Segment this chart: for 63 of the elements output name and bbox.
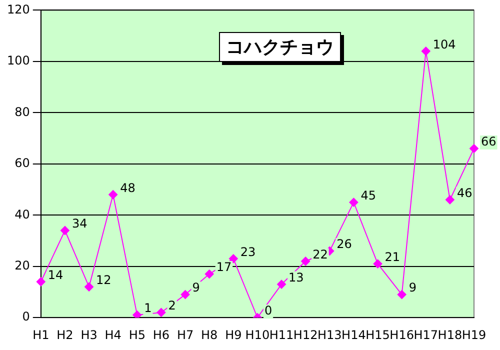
data-label: 46 xyxy=(456,186,472,200)
point xyxy=(349,198,358,207)
x-tick-label: H5 xyxy=(128,328,146,342)
x-tick-label: H4 xyxy=(104,328,122,342)
point xyxy=(470,144,478,154)
data-label: 22 xyxy=(312,247,328,262)
point xyxy=(132,310,142,318)
x-tick-label: H15 xyxy=(366,328,390,342)
point xyxy=(301,256,310,266)
data-label: 23 xyxy=(240,244,256,259)
x-tick-label: H3 xyxy=(80,328,98,342)
data-label: 48 xyxy=(120,180,136,195)
point xyxy=(60,226,70,236)
point xyxy=(156,308,166,317)
y-tick-label: 80 xyxy=(14,104,30,119)
point xyxy=(373,259,382,268)
point xyxy=(228,254,238,264)
point xyxy=(204,270,214,279)
x-tick-label: H6 xyxy=(152,328,170,342)
data-label: 34 xyxy=(72,216,88,231)
y-tick-label: 100 xyxy=(7,54,30,68)
x-tick-label: H2 xyxy=(56,328,74,342)
data-label: 12 xyxy=(96,272,112,287)
y-tick-label: 0 xyxy=(22,310,30,324)
x-tick-label: H13 xyxy=(317,328,342,342)
data-label: 21 xyxy=(384,250,400,264)
x-tick-label: H19 xyxy=(462,328,486,342)
x-tick-label: H12 xyxy=(293,328,318,342)
x-tick-label: H16 xyxy=(390,328,414,342)
y-tick-label: 20 xyxy=(14,258,30,272)
text: コハクチョウ xyxy=(219,32,341,62)
x-tick-label: H7 xyxy=(176,328,194,342)
point xyxy=(421,46,430,56)
data-label: 104 xyxy=(432,37,456,52)
point xyxy=(84,282,94,292)
data-label: 66 xyxy=(481,134,496,149)
x-tick-label: H8 xyxy=(200,328,218,342)
y-tick-label: 40 xyxy=(14,207,30,222)
data-label: 45 xyxy=(360,188,376,202)
y-tick-label: 120 xyxy=(7,2,30,16)
x-tick-label: H10 xyxy=(245,328,270,342)
data-label: 9 xyxy=(192,280,200,295)
x-tick-label: H11 xyxy=(269,328,294,342)
point xyxy=(277,280,286,289)
data-label: 1 xyxy=(144,301,152,316)
data-label: 26 xyxy=(336,237,352,252)
x-tick-label: H14 xyxy=(342,328,366,342)
y-tick-label: 60 xyxy=(14,156,30,170)
data-label: 0 xyxy=(264,304,272,318)
x-tick-label: H9 xyxy=(225,328,242,342)
x-tick-label: H17 xyxy=(414,328,438,342)
data-label: 2 xyxy=(168,298,176,313)
data-label: 9 xyxy=(408,280,416,295)
data-label: 17 xyxy=(216,260,232,274)
data-label: 14 xyxy=(48,268,64,282)
point xyxy=(180,290,190,300)
point xyxy=(108,190,118,200)
x-tick-label: H1 xyxy=(32,328,50,342)
point xyxy=(445,195,454,204)
data-label: 13 xyxy=(288,270,304,284)
point xyxy=(36,277,46,286)
point xyxy=(397,290,406,300)
x-tick-label: H18 xyxy=(438,328,462,342)
